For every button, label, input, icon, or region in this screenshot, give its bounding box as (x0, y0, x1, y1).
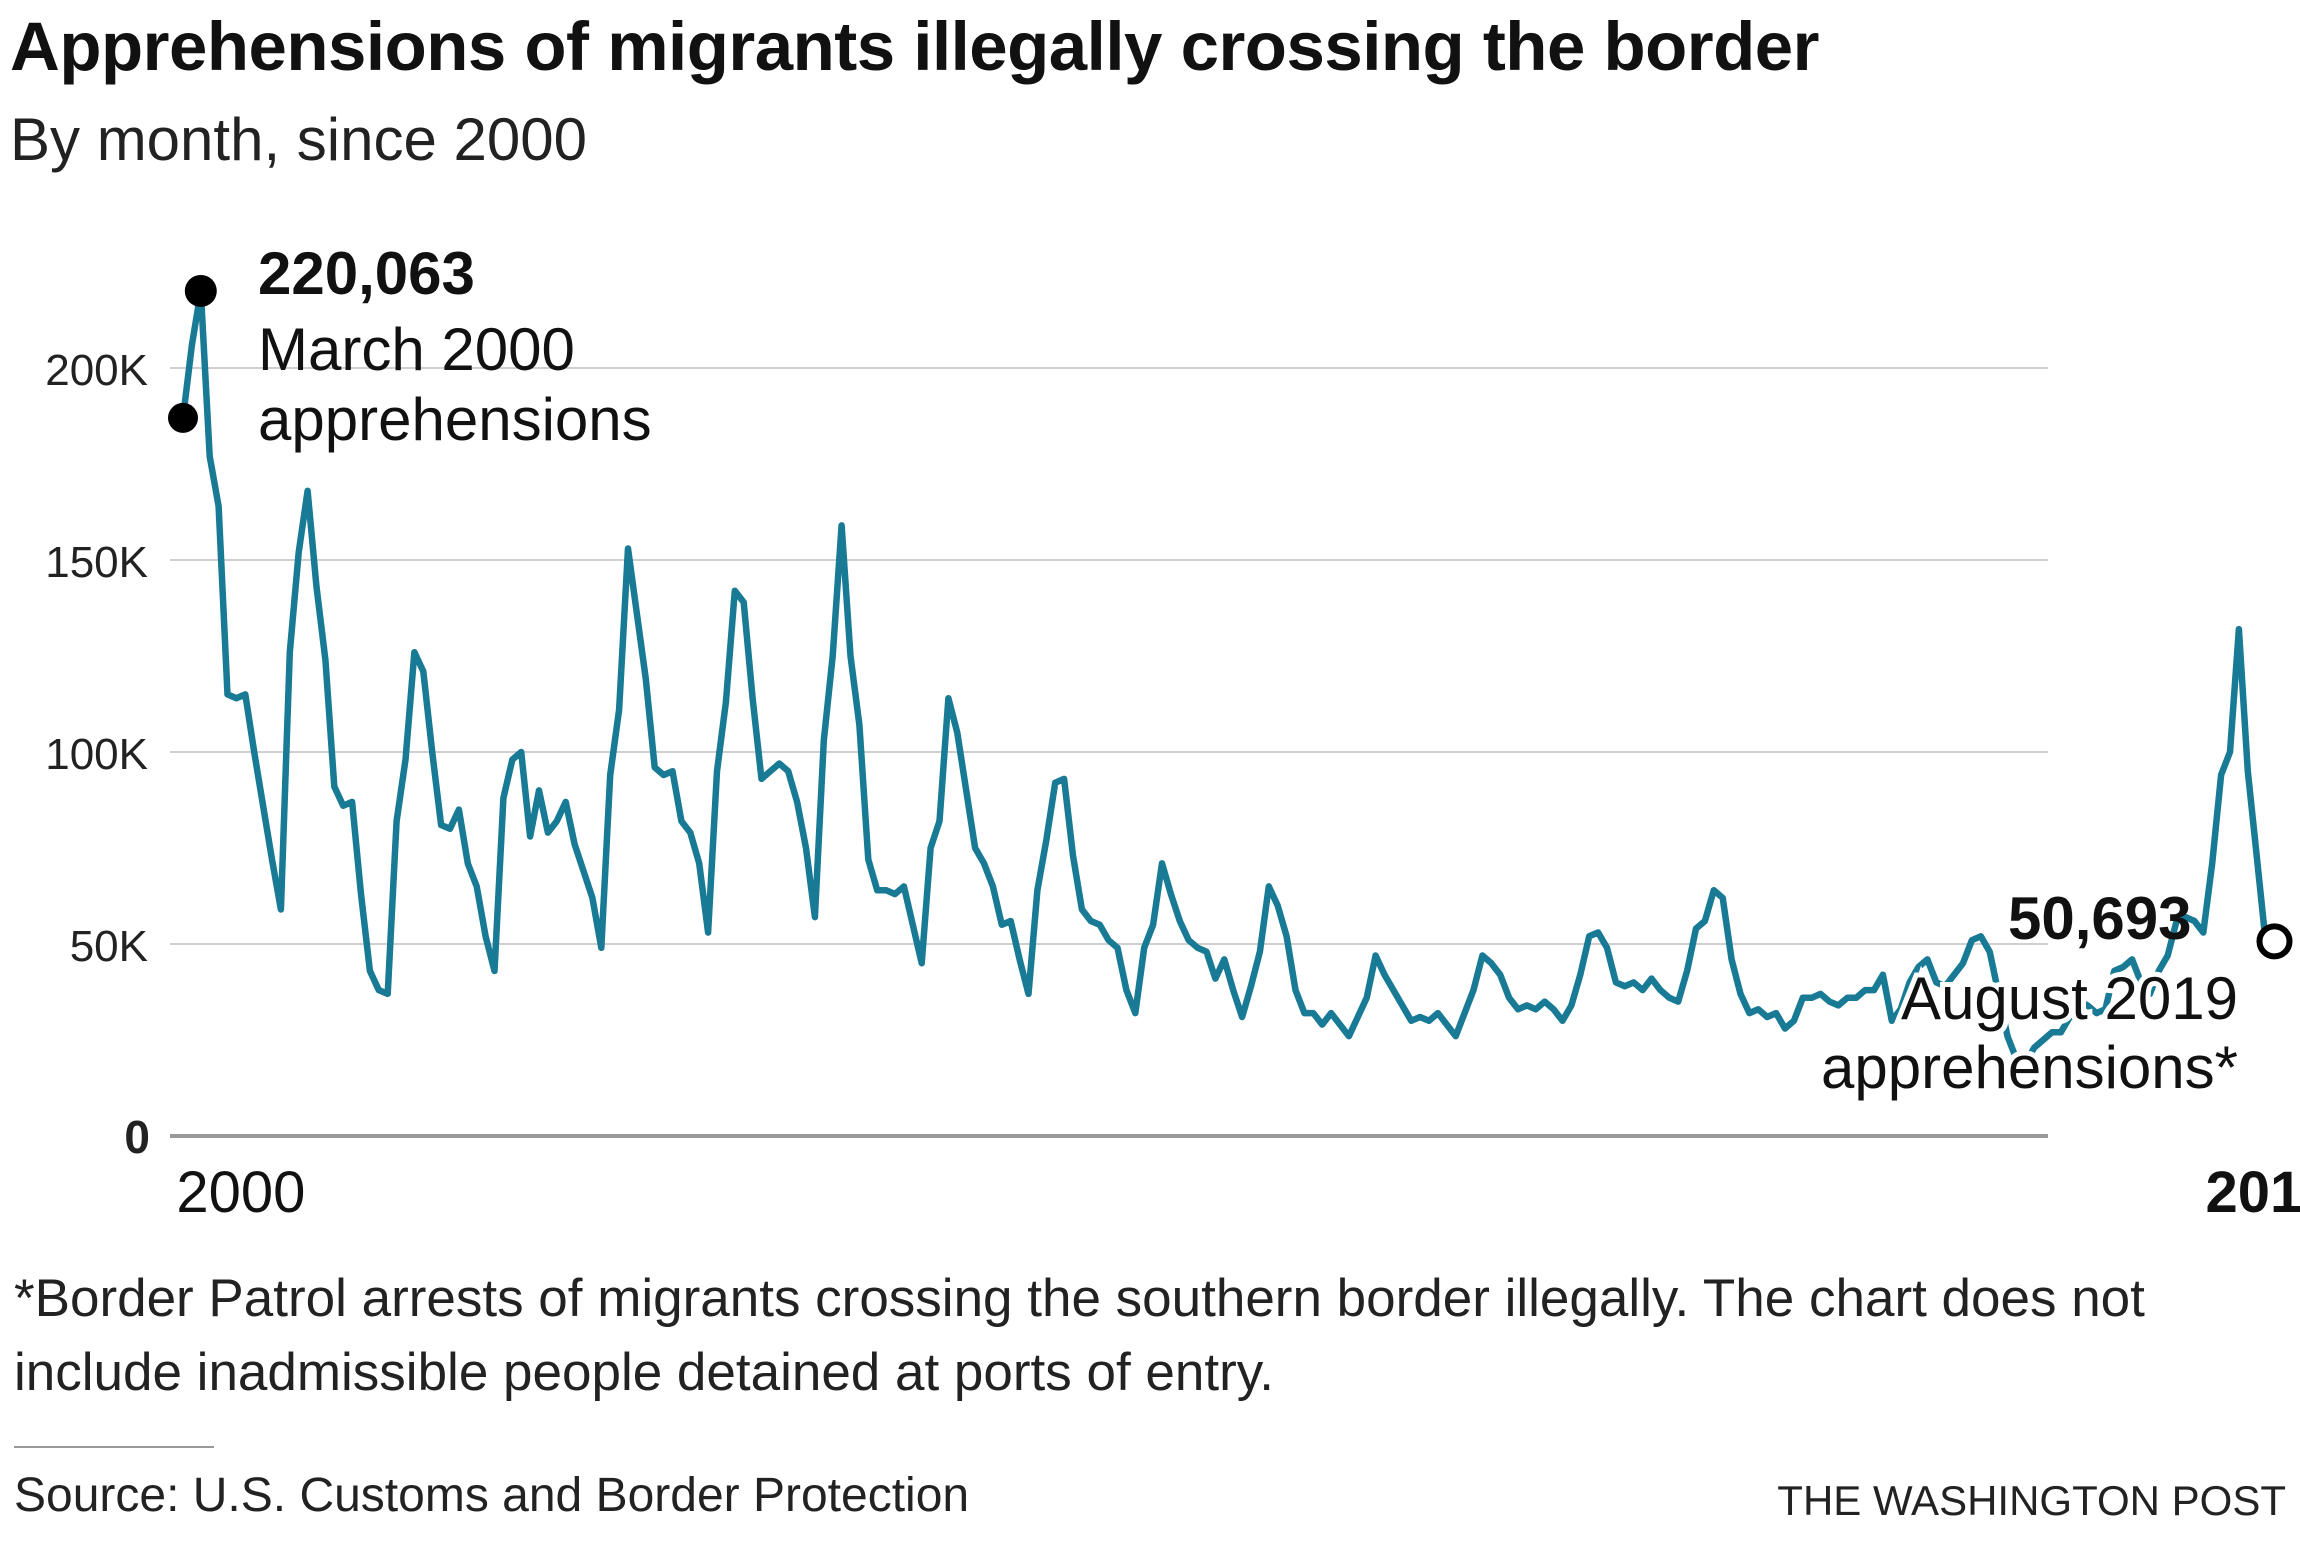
publisher-credit: THE WASHINGTON POST (1777, 1477, 2286, 1524)
y-tick-label: 50K (70, 922, 148, 971)
peak-point-marker (184, 274, 217, 307)
x-tick-label: 2019 (2206, 1160, 2300, 1225)
footnote: *Border Patrol arrests of migrants cross… (14, 1269, 2145, 1402)
y-tick-label: 0 (124, 1111, 150, 1163)
chart-title: Apprehensions of migrants illegally cros… (10, 8, 1820, 85)
end-point-marker (2256, 923, 2293, 960)
latest-annotation-line1: August 2019 (1901, 965, 2238, 1032)
series-line (179, 287, 2269, 1067)
peak-annotation-line2: apprehensions (258, 386, 652, 453)
x-axis-tick-labels: 2000 2019 (176, 1160, 2300, 1225)
peak-value-label: 220,063 (258, 240, 475, 307)
line-chart: 0 50K 100K 150K 200K 2000 2019 220,063 March 2… (45, 240, 2300, 1225)
y-tick-label: 100K (45, 730, 148, 779)
latest-value-label: 50,693 (2008, 885, 2192, 952)
source-divider (14, 1446, 214, 1448)
gridlines (170, 367, 2048, 1138)
data-series (179, 287, 2269, 1067)
x-tick-label: 2000 (176, 1160, 305, 1225)
start-point-marker (168, 402, 198, 433)
chart-subtitle: By month, since 2000 (10, 106, 588, 173)
peak-annotation-line1: March 2000 (258, 316, 575, 383)
latest-annotation-line2: apprehensions* (1821, 1034, 2238, 1101)
y-tick-label: 200K (45, 346, 148, 395)
source-note: Source: U.S. Customs and Border Protecti… (14, 1469, 970, 1522)
y-axis-tick-labels: 0 50K 100K 150K 200K (45, 346, 150, 1163)
y-tick-label: 150K (45, 538, 148, 587)
